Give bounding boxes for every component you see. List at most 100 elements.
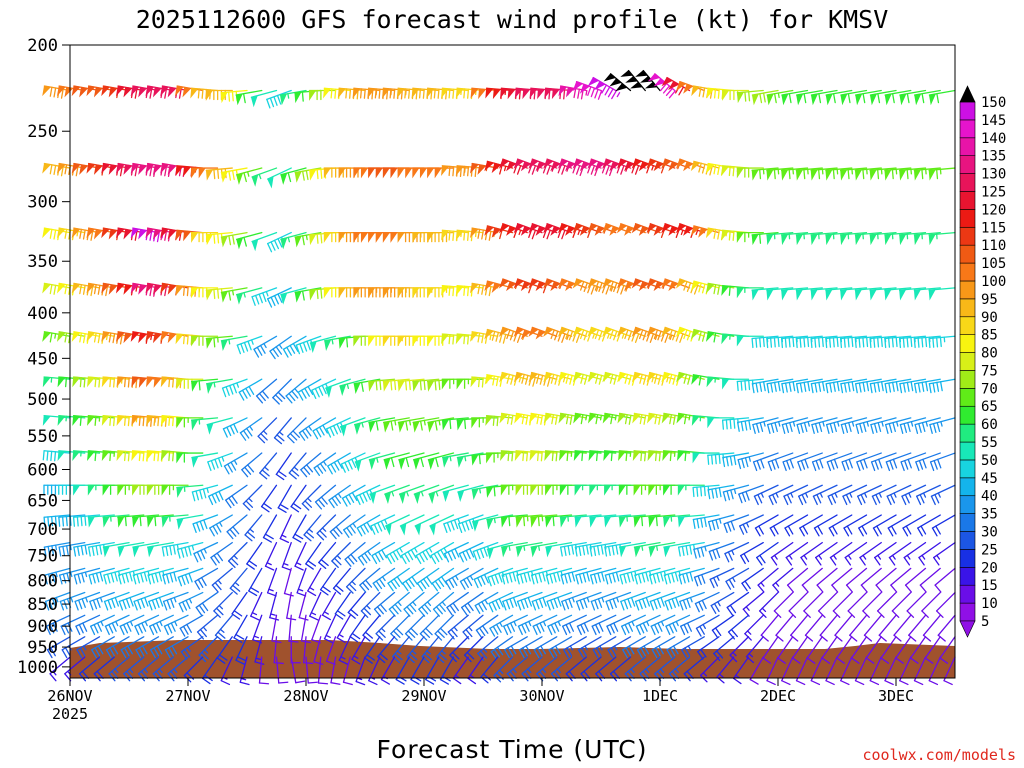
barb-flag: [554, 374, 559, 385]
barb-flag: [483, 546, 488, 557]
wind-barb: [239, 417, 263, 441]
barb-flag: [561, 165, 566, 175]
barb-pennant: [573, 412, 583, 424]
wind-barb: [828, 514, 853, 537]
barb-shaft: [795, 656, 809, 682]
barb-pennant: [618, 450, 627, 462]
barb-pennant: [160, 376, 169, 388]
barb-shaft: [313, 636, 322, 663]
wind-barb: [721, 89, 750, 101]
barb-flag: [717, 229, 721, 240]
wind-barb: [297, 378, 322, 401]
wind-barb: [490, 636, 514, 660]
barb-flag: [274, 394, 283, 402]
barb-flag: [803, 169, 806, 180]
barb-pennant: [810, 93, 819, 106]
wind-barb: [813, 514, 838, 537]
barb-half-flag: [406, 490, 409, 497]
barb-flag: [157, 415, 160, 427]
barb-flag: [524, 670, 532, 679]
barb-flag: [390, 457, 395, 468]
barb-flag: [62, 545, 66, 556]
barb-flag: [247, 340, 252, 351]
barb-flag: [483, 573, 489, 584]
barb-pennant: [138, 86, 148, 98]
barb-flag: [834, 634, 843, 642]
barb-flag: [292, 342, 299, 352]
barb-flag: [84, 544, 88, 555]
barb-flag: [239, 681, 250, 686]
wind-barb: [161, 541, 189, 557]
barb-flag: [902, 337, 905, 348]
barb-flag: [595, 673, 603, 682]
wind-barb: [135, 636, 160, 659]
barb-half-flag: [718, 673, 724, 678]
barb-flag: [114, 596, 120, 607]
barb-shaft: [775, 614, 794, 636]
barb-flag: [508, 572, 513, 583]
barb-flag: [668, 90, 676, 99]
y-tick-label: 700: [27, 520, 58, 540]
barb-flag: [538, 572, 542, 583]
barb-pennant: [115, 282, 125, 294]
wind-barb: [260, 484, 278, 513]
barb-half-flag: [599, 645, 603, 651]
barb-flag: [387, 582, 394, 592]
barb-flag: [152, 624, 158, 634]
barb-shaft: [777, 636, 794, 659]
barb-pennant: [766, 289, 774, 301]
barb-flag: [918, 556, 925, 566]
barb-flag: [830, 494, 837, 504]
wind-barb: [648, 514, 676, 528]
barb-flag: [788, 381, 792, 392]
barb-pennant: [736, 287, 745, 299]
barb-shaft: [834, 614, 853, 636]
wind-barb: [439, 656, 455, 685]
barb-flag: [717, 88, 720, 99]
barb-flag: [80, 515, 83, 527]
barb-flag: [535, 624, 542, 634]
barb-half-flag: [366, 604, 371, 610]
barb-pennant: [456, 455, 465, 468]
barb-flag: [615, 571, 620, 582]
barb-shaft: [884, 656, 897, 682]
barb-half-flag: [337, 492, 342, 498]
barb-flag: [165, 573, 170, 584]
barb-pennant: [382, 232, 391, 243]
barb-flag: [818, 337, 821, 348]
wind-barb: [580, 656, 602, 682]
wind-barb: [429, 514, 455, 536]
barb-flag: [801, 494, 807, 504]
barb-flag: [521, 673, 529, 682]
barb-flag: [65, 515, 68, 527]
barb-pennant: [175, 229, 184, 241]
barb-pennant: [132, 516, 140, 528]
barb-flag: [481, 377, 484, 388]
barb-flag: [759, 554, 766, 564]
wind-barb: [108, 656, 130, 682]
barb-flag: [798, 495, 804, 506]
barb-flag: [452, 230, 455, 241]
barb-flag: [474, 604, 481, 614]
barb-flag: [394, 653, 403, 661]
barb-pennant: [56, 282, 66, 294]
barb-flag: [928, 680, 939, 686]
barb-flag: [516, 574, 520, 585]
barb-shaft: [880, 636, 897, 659]
barb-flag: [195, 521, 201, 532]
barb-flag: [862, 422, 867, 433]
wind-barb: [869, 378, 897, 394]
barb-flag: [122, 624, 129, 634]
barb-pennant: [323, 87, 332, 99]
barb-flag: [657, 622, 663, 632]
barb-flag: [325, 660, 336, 665]
barb-half-flag: [76, 230, 79, 237]
barb-half-flag: [346, 383, 350, 389]
wind-barb: [913, 287, 941, 301]
barb-flag: [759, 169, 762, 180]
barb-flag: [583, 598, 588, 608]
wind-barb: [869, 656, 882, 686]
barb-half-flag: [99, 596, 103, 603]
barb-flag: [168, 450, 171, 462]
wind-barb: [402, 567, 425, 592]
